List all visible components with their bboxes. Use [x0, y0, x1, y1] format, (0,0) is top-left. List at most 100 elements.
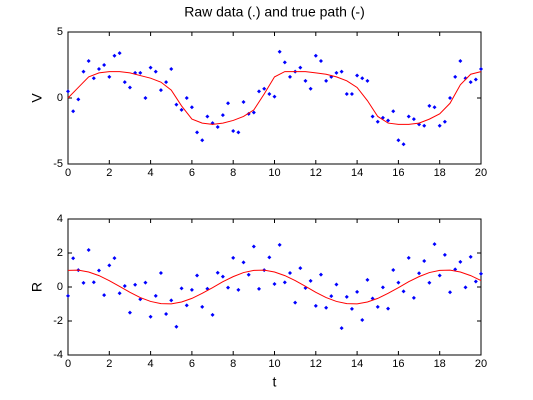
x-tick-label: 16	[392, 167, 404, 179]
data-point	[107, 263, 112, 268]
data-point	[127, 85, 132, 90]
x-tick-label: 4	[148, 358, 154, 370]
true-path-line	[67, 71, 482, 125]
data-point	[210, 312, 215, 317]
data-point	[349, 306, 354, 311]
data-point	[282, 60, 287, 65]
data-point	[153, 69, 158, 74]
data-point	[231, 255, 236, 260]
data-point	[81, 280, 86, 285]
data-point	[396, 138, 401, 143]
data-point	[195, 273, 200, 278]
data-point	[127, 310, 132, 315]
data-point	[458, 259, 463, 264]
data-point	[308, 86, 313, 91]
data-point	[339, 69, 344, 74]
data-point	[277, 242, 282, 247]
data-point	[220, 113, 225, 118]
data-point	[437, 273, 442, 278]
data-point	[293, 300, 298, 305]
data-point	[375, 119, 380, 124]
data-point	[417, 271, 422, 276]
data-point	[184, 303, 189, 308]
data-point	[334, 70, 339, 75]
y-tick-label: 0	[57, 92, 63, 104]
data-point	[262, 86, 267, 91]
data-point	[91, 76, 96, 81]
data-point	[195, 130, 200, 135]
data-point	[86, 59, 91, 64]
y-tick-label: 4	[57, 213, 63, 225]
data-point	[303, 78, 308, 83]
data-point	[117, 291, 122, 296]
data-point	[324, 78, 329, 83]
data-point	[298, 266, 303, 271]
data-point	[122, 283, 127, 288]
data-point	[360, 317, 365, 322]
data-point	[396, 280, 401, 285]
y-tick-label: 0	[57, 281, 63, 293]
data-point	[138, 70, 143, 75]
data-point	[272, 281, 277, 286]
data-point	[365, 277, 370, 282]
data-point	[215, 125, 220, 130]
data-point	[437, 123, 442, 128]
data-point	[442, 252, 447, 257]
y-tick-label: -5	[53, 158, 63, 170]
data-point	[143, 280, 148, 285]
data-point	[96, 66, 101, 71]
data-point	[267, 255, 272, 260]
x-tick-label: 6	[189, 358, 195, 370]
data-point	[432, 105, 437, 110]
data-point	[406, 114, 411, 119]
data-point	[375, 304, 380, 309]
data-point	[179, 107, 184, 112]
data-point	[380, 285, 385, 290]
x-tick-label: 8	[230, 358, 236, 370]
y-tick-label: -4	[53, 349, 63, 361]
x-tick-label: 6	[189, 167, 195, 179]
data-point	[148, 65, 153, 70]
data-point	[169, 66, 174, 71]
x-tick-label: 16	[392, 358, 404, 370]
data-point	[251, 244, 256, 249]
data-point	[231, 129, 236, 133]
data-point	[318, 272, 323, 277]
data-point	[282, 280, 287, 285]
y-tick-label: 5	[57, 26, 63, 38]
data-point	[308, 278, 313, 283]
data-point	[81, 69, 86, 74]
x-tick-label: 2	[106, 167, 112, 179]
data-point	[226, 285, 231, 290]
data-point	[277, 49, 282, 54]
data-point	[427, 103, 432, 108]
data-point	[241, 260, 246, 265]
data-point	[458, 59, 463, 64]
x-tick-label: 10	[268, 358, 280, 370]
data-point	[355, 289, 360, 294]
data-point	[401, 142, 406, 147]
data-point	[427, 280, 432, 285]
data-point	[66, 89, 70, 94]
data-point	[184, 96, 189, 100]
data-point	[112, 256, 117, 261]
data-point	[169, 298, 174, 303]
y-axis-label: R	[29, 282, 45, 292]
data-point	[236, 287, 241, 292]
data-point	[179, 286, 184, 291]
data-point	[411, 295, 416, 300]
x-tick-label: 14	[351, 167, 363, 179]
x-tick-label: 14	[351, 358, 363, 370]
data-point	[246, 272, 251, 277]
data-point	[422, 258, 427, 263]
x-tick-label: 2	[106, 358, 112, 370]
x-tick-label: 0	[65, 358, 71, 370]
data-point	[86, 247, 91, 252]
data-point	[102, 293, 107, 298]
data-point	[324, 305, 329, 310]
data-point	[107, 74, 112, 79]
data-point	[391, 109, 396, 114]
x-tick-label: 12	[310, 358, 322, 370]
data-point	[453, 267, 458, 272]
data-point	[158, 88, 163, 93]
